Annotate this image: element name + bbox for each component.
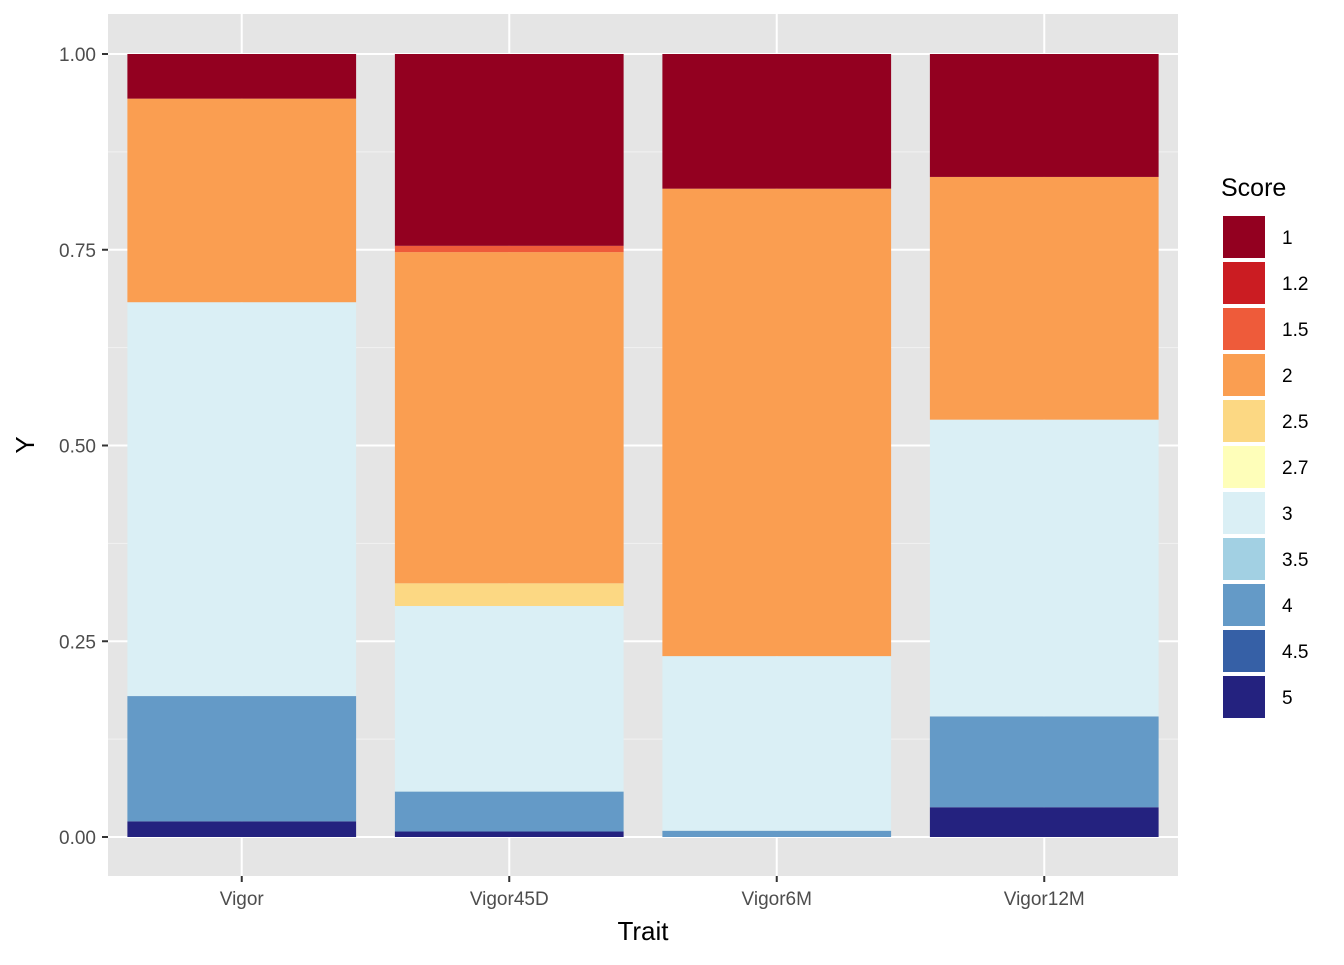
- bar-segment: [127, 54, 357, 99]
- bar-segment: [394, 245, 624, 253]
- legend-key: [1221, 352, 1267, 398]
- legend-key: [1221, 444, 1267, 490]
- legend-label: 5: [1282, 688, 1293, 709]
- legend-label: 2.5: [1282, 412, 1308, 433]
- bar-segment: [394, 583, 624, 607]
- legend-label: 3: [1282, 504, 1293, 525]
- bar-segment: [929, 54, 1159, 177]
- legend-label: 4: [1282, 596, 1293, 617]
- x-tick-label: Vigor6M: [742, 889, 812, 910]
- legend: Score 1 1.2 1.5 2 2.5 2.7 3 3.5 4 4.5 5: [1221, 174, 1308, 720]
- legend-label: 3.5: [1282, 550, 1308, 571]
- bar-segment: [394, 252, 624, 584]
- legend-key: [1221, 674, 1267, 720]
- bar-segment: [929, 716, 1159, 808]
- bar-segment: [662, 830, 892, 837]
- bar-segment: [662, 656, 892, 831]
- bar-segment: [394, 791, 624, 832]
- legend-key: [1221, 306, 1267, 352]
- bar-segment: [127, 302, 357, 697]
- y-tick-label: 0.25: [59, 632, 96, 653]
- y-tick-label: 0.50: [59, 437, 96, 458]
- bar-segment: [662, 188, 892, 657]
- legend-label: 4.5: [1282, 642, 1308, 663]
- y-axis-title: Y: [10, 436, 40, 453]
- x-tick-label: Vigor: [220, 889, 265, 910]
- legend-label: 2: [1282, 366, 1293, 387]
- bars: [127, 54, 1159, 837]
- legend-key: [1221, 214, 1267, 260]
- bar-segment: [394, 606, 624, 792]
- legend-key: [1221, 490, 1267, 536]
- bar-segment: [127, 821, 357, 837]
- y-tick-label: 0.75: [59, 241, 96, 262]
- y-tick-label: 0.00: [59, 828, 96, 849]
- bar-segment: [929, 419, 1159, 717]
- x-tick-label: Vigor12M: [1004, 889, 1085, 910]
- legend-key: [1221, 260, 1267, 306]
- legend-key: [1221, 398, 1267, 444]
- legend-key: [1221, 628, 1267, 674]
- legend-title: Score: [1221, 174, 1286, 202]
- legend-key: [1221, 582, 1267, 628]
- bar-segment: [127, 696, 357, 822]
- bar-segment: [929, 176, 1159, 420]
- x-axis: Vigor Vigor45D Vigor6M Vigor12M: [220, 876, 1085, 910]
- bar-segment: [929, 807, 1159, 837]
- x-axis-title: Trait: [617, 916, 669, 946]
- y-axis: 0.00 0.25 0.50 0.75 1.00: [59, 45, 108, 849]
- bar-segment: [394, 831, 624, 837]
- legend-label: 1: [1282, 228, 1293, 249]
- bar-segment: [662, 54, 892, 189]
- bar-segment: [127, 98, 357, 303]
- legend-label: 1.2: [1282, 274, 1308, 295]
- legend-label: 2.7: [1282, 458, 1308, 479]
- x-tick-label: Vigor45D: [470, 889, 549, 910]
- legend-key: [1221, 536, 1267, 582]
- bar-segment: [394, 54, 624, 246]
- y-tick-label: 1.00: [59, 45, 96, 66]
- legend-label: 1.5: [1282, 320, 1308, 341]
